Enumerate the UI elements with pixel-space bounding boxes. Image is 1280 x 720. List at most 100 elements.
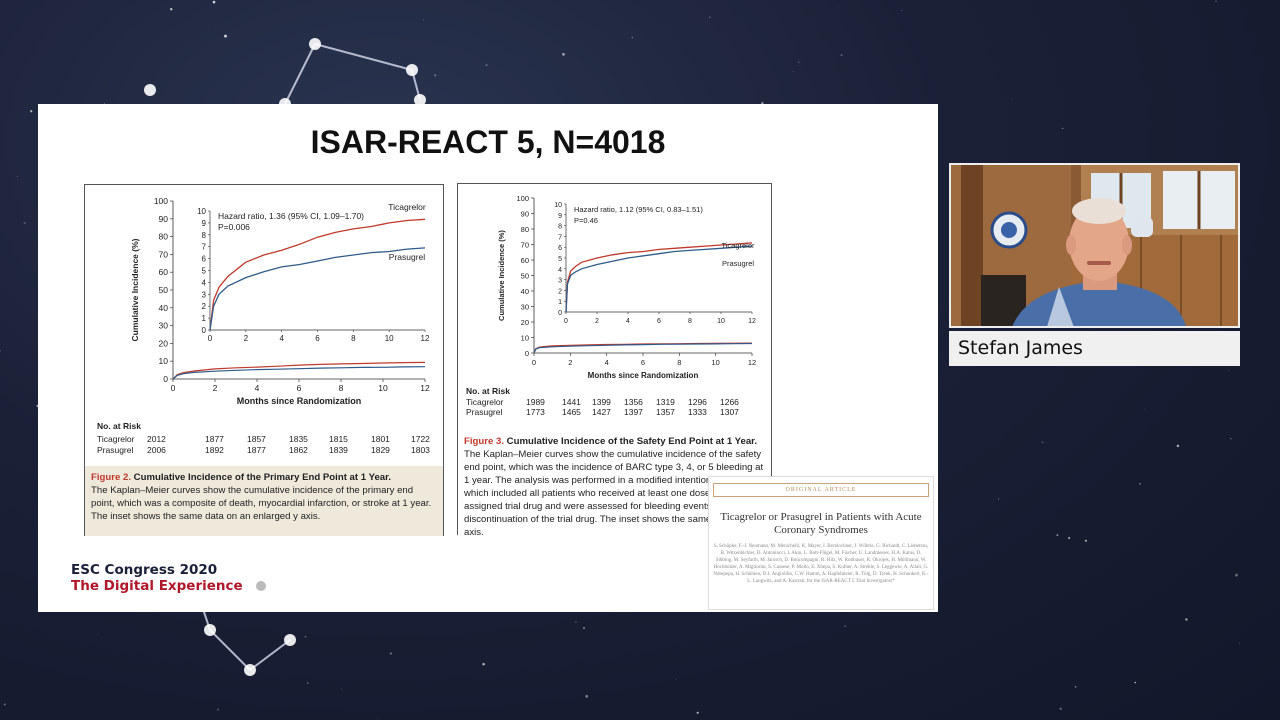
- star: [696, 711, 699, 714]
- y-tick-label: 90: [159, 214, 169, 224]
- p-value-annotation: P=0.46: [574, 216, 598, 225]
- presentation-slide: ISAR-REACT 5, N=4018 0 10 20 30 40 50 60 70 80 90…: [38, 104, 938, 612]
- star: [1056, 534, 1059, 537]
- inset-y-tick-label: 3: [202, 290, 207, 299]
- risk-cell: 1319: [656, 397, 675, 407]
- star: [1227, 370, 1229, 371]
- inset-y-tick-label: 9: [558, 213, 562, 220]
- caption-figure-number: Figure 2.: [91, 472, 131, 483]
- star: [1215, 0, 1217, 2]
- inset-y-tick-label: 1: [558, 299, 562, 306]
- risk-cell: 1307: [720, 407, 739, 417]
- risk-table-heading: No. at Risk: [466, 386, 510, 396]
- hazard-ratio-annotation: Hazard ratio, 1.36 (95% CI, 1.09–1.70): [218, 211, 364, 221]
- inset-y-tick-label: 8: [202, 231, 207, 240]
- star: [1084, 539, 1087, 542]
- x-tick-label: 2: [568, 358, 572, 367]
- y-tick-label: 100: [516, 194, 529, 203]
- y-tick-label: 70: [159, 249, 169, 259]
- x-axis-label: Months since Randomization: [237, 396, 362, 406]
- inset-y-tick-label: 0: [202, 326, 207, 335]
- y-tick-label: 30: [521, 303, 529, 312]
- risk-cell: 1892: [205, 445, 224, 455]
- caption-title: Cumulative Incidence of the Primary End …: [133, 472, 391, 483]
- y-tick-label: 70: [521, 241, 529, 250]
- inset-y-tick-label: 7: [558, 234, 562, 241]
- y-tick-label: 80: [521, 225, 529, 234]
- star: [433, 74, 437, 77]
- inset-y-tick-label: 9: [202, 219, 207, 228]
- figure-2: 0 10 20 30 40 50 60 70 80 90 100 0 2 4 6 8 10 12 Months si…: [84, 184, 444, 536]
- main-series-line-prasugrel: [533, 342, 753, 354]
- risk-cell: 1333: [688, 407, 707, 417]
- x-tick-label: 2: [213, 383, 218, 393]
- risk-cell: 1857: [247, 434, 266, 444]
- inset-x-tick-label: 8: [688, 318, 692, 325]
- star: [1230, 437, 1232, 440]
- risk-cell: 1266: [720, 397, 739, 407]
- star: [844, 625, 846, 627]
- risk-cell: 1835: [289, 434, 308, 444]
- star: [797, 61, 800, 63]
- esc-line-1: ESC Congress 2020: [71, 562, 218, 578]
- x-tick-label: 0: [171, 383, 176, 393]
- inset-x-tick-label: 4: [279, 334, 284, 343]
- x-axis-label: Months since Randomization: [588, 371, 699, 380]
- speaker-video-frame: [951, 165, 1238, 326]
- constellation-line: [284, 43, 316, 105]
- x-tick-label: 4: [255, 383, 260, 393]
- star: [30, 110, 33, 113]
- star: [1067, 536, 1071, 540]
- risk-cell: 1829: [371, 445, 390, 455]
- y-tick-label: 10: [521, 334, 529, 343]
- article-authors: S. Schüpke, F.-J. Neumann, M. Menichelli…: [713, 544, 929, 584]
- constellation-line: [209, 629, 251, 671]
- article-title: Ticagrelor or Prasugrel in Patients with…: [720, 511, 922, 536]
- inset-series-line-ticagrelor: [209, 218, 426, 331]
- risk-cell: 1427: [592, 407, 611, 417]
- risk-cell: 1397: [624, 407, 643, 417]
- star: [16, 176, 18, 178]
- y-axis-label: Cumulative Incidence (%): [497, 230, 506, 321]
- star: [583, 627, 585, 630]
- inset-y-tick-label: 2: [558, 288, 562, 295]
- star: [482, 663, 485, 666]
- risk-cell: 1801: [371, 434, 390, 444]
- inset-y-tick-label: 7: [202, 243, 207, 252]
- y-tick-label: 100: [154, 196, 168, 206]
- risk-cell: 1803: [411, 445, 430, 455]
- series-label-ticagrelor: Ticagrelor: [388, 202, 426, 212]
- y-tick-label: 0: [525, 349, 529, 358]
- star: [0, 349, 2, 352]
- star: [837, 5, 839, 6]
- star: [631, 36, 633, 39]
- risk-cell: 1722: [411, 434, 430, 444]
- star: [104, 103, 106, 105]
- constellation-line: [314, 43, 413, 71]
- slide-title: ISAR-REACT 5, N=4018: [310, 124, 666, 160]
- y-tick-label: 60: [521, 256, 529, 265]
- inset-x-tick-label: 0: [564, 318, 568, 325]
- x-tick-label: 12: [748, 358, 756, 367]
- inset-y-tick-label: 4: [558, 267, 562, 274]
- star: [1061, 127, 1064, 130]
- star: [1139, 483, 1141, 485]
- risk-cell: 1357: [656, 407, 675, 417]
- main-series-line-ticagrelor: [172, 361, 426, 380]
- constellation-line: [249, 639, 291, 671]
- star: [1041, 441, 1044, 444]
- inset-x-tick-label: 10: [385, 334, 394, 343]
- speaker-name-bar: Stefan James: [949, 331, 1240, 366]
- esc-logo-dot: [256, 581, 266, 591]
- star: [792, 71, 794, 73]
- risk-table-heading: No. at Risk: [97, 421, 141, 431]
- inset-y-tick-label: 5: [202, 267, 207, 276]
- speaker-name: Stefan James: [958, 337, 1083, 359]
- inset-series-line-prasugrel: [209, 247, 426, 331]
- figure-2-caption: Figure 2. Cumulative Incidence of the Pr…: [85, 466, 443, 536]
- inset-y-tick-label: 2: [202, 302, 207, 311]
- risk-cell: 1877: [247, 445, 266, 455]
- star: [840, 54, 843, 56]
- x-tick-label: 10: [378, 383, 388, 393]
